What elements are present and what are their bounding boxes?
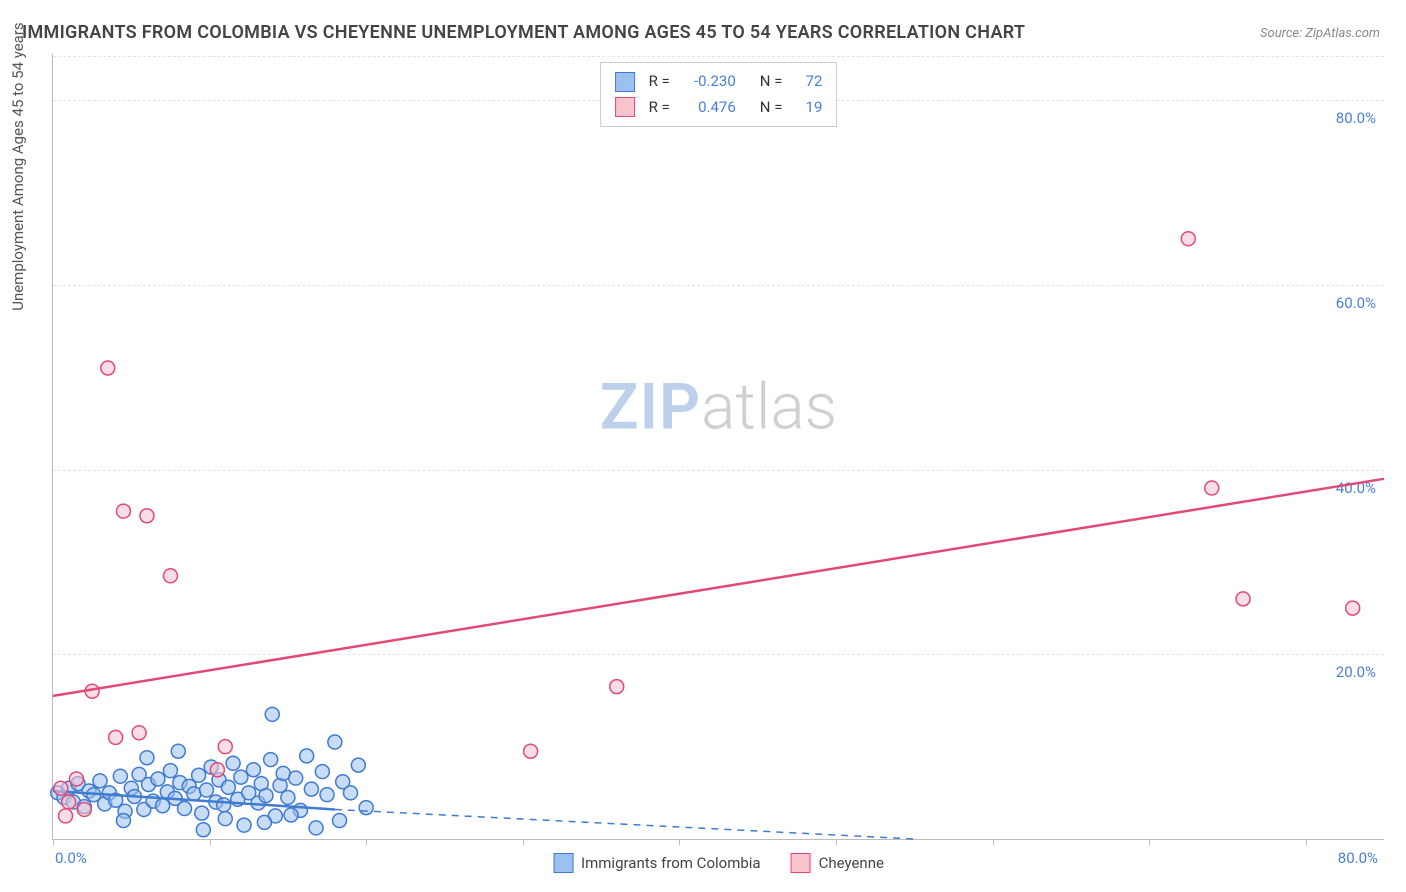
scatter-point — [178, 802, 192, 816]
scatter-point — [59, 809, 73, 823]
scatter-point — [304, 782, 318, 796]
x-tick — [1149, 839, 1150, 845]
scatter-point — [192, 768, 206, 782]
legend-r-label: R = — [649, 95, 670, 121]
scatter-point — [344, 786, 358, 800]
series-legend: Immigrants from Colombia Cheyenne — [553, 853, 884, 873]
scatter-point — [77, 802, 91, 816]
x-tick — [679, 839, 680, 845]
correlation-legend: R = -0.230 N = 72 R = 0.476 N = 19 — [600, 62, 838, 127]
scatter-point — [116, 814, 130, 828]
scatter-point — [195, 806, 209, 820]
scatter-point — [151, 772, 165, 786]
scatter-point — [62, 795, 76, 809]
x-tick-label: 0.0% — [55, 849, 87, 867]
scatter-point — [54, 781, 68, 795]
legend-item: Cheyenne — [791, 853, 884, 873]
legend-swatch — [615, 97, 635, 117]
legend-r-label: R = — [649, 69, 670, 95]
scatter-point — [328, 735, 342, 749]
source-credit: Source: ZipAtlas.com — [1260, 26, 1380, 41]
legend-n-value: 72 — [792, 69, 822, 95]
legend-label: Immigrants from Colombia — [581, 854, 761, 872]
scatter-point — [315, 765, 329, 779]
scatter-point — [218, 740, 232, 754]
scatter-point — [264, 753, 278, 767]
legend-r-value: -0.230 — [680, 69, 736, 95]
scatter-point — [210, 763, 224, 777]
scatter-point — [289, 771, 303, 785]
scatter-point — [163, 569, 177, 583]
legend-r-value: 0.476 — [680, 95, 736, 121]
scatter-point — [351, 758, 365, 772]
scatter-point — [309, 821, 323, 835]
scatter-point — [140, 509, 154, 523]
scatter-point — [109, 730, 123, 744]
x-tick — [836, 839, 837, 845]
scatter-svg — [53, 54, 1384, 839]
legend-swatch — [791, 853, 811, 873]
scatter-point — [234, 770, 248, 784]
scatter-point — [246, 763, 260, 777]
scatter-point — [113, 769, 127, 783]
scatter-point — [1346, 601, 1360, 615]
x-tick — [210, 839, 211, 845]
scatter-point — [93, 774, 107, 788]
legend-stat-row: R = -0.230 N = 72 — [615, 69, 823, 95]
scatter-point — [101, 361, 115, 375]
chart-title: IMMIGRANTS FROM COLOMBIA VS CHEYENNE UNE… — [22, 22, 1025, 43]
x-tick — [366, 839, 367, 845]
x-tick — [1306, 839, 1307, 845]
trend-line-extension — [335, 809, 914, 839]
scatter-point — [524, 744, 538, 758]
legend-n-label: N = — [760, 69, 783, 95]
scatter-point — [69, 772, 83, 786]
scatter-point — [196, 823, 210, 837]
legend-item: Immigrants from Colombia — [553, 853, 761, 873]
x-tick-label: 80.0% — [1338, 849, 1378, 867]
scatter-point — [265, 707, 279, 721]
plot-area: ZIPatlas 20.0%40.0%60.0%80.0%0.0%80.0% R… — [52, 54, 1384, 840]
x-tick — [53, 839, 54, 845]
scatter-point — [218, 812, 232, 826]
scatter-point — [156, 799, 170, 813]
scatter-point — [237, 818, 251, 832]
x-tick — [523, 839, 524, 845]
scatter-point — [132, 726, 146, 740]
scatter-point — [359, 801, 373, 815]
scatter-point — [333, 814, 347, 828]
legend-stat-row: R = 0.476 N = 19 — [615, 95, 823, 121]
legend-swatch — [615, 72, 635, 92]
trend-line — [53, 479, 1384, 696]
scatter-point — [199, 783, 213, 797]
scatter-point — [163, 764, 177, 778]
x-tick — [993, 839, 994, 845]
scatter-point — [226, 756, 240, 770]
legend-label: Cheyenne — [819, 854, 884, 872]
scatter-point — [140, 751, 154, 765]
scatter-point — [171, 744, 185, 758]
legend-n-label: N = — [760, 95, 783, 121]
scatter-point — [320, 788, 334, 802]
scatter-point — [300, 749, 314, 763]
legend-n-value: 19 — [792, 95, 822, 121]
scatter-point — [1236, 592, 1250, 606]
scatter-point — [610, 680, 624, 694]
scatter-point — [281, 790, 295, 804]
legend-swatch — [553, 853, 573, 873]
scatter-point — [1205, 481, 1219, 495]
scatter-point — [217, 798, 231, 812]
y-axis-label: Unemployment Among Ages 45 to 54 years — [9, 22, 27, 310]
scatter-point — [116, 504, 130, 518]
scatter-point — [257, 815, 271, 829]
scatter-point — [259, 789, 273, 803]
scatter-point — [1181, 232, 1195, 246]
scatter-point — [221, 780, 235, 794]
scatter-point — [284, 808, 298, 822]
